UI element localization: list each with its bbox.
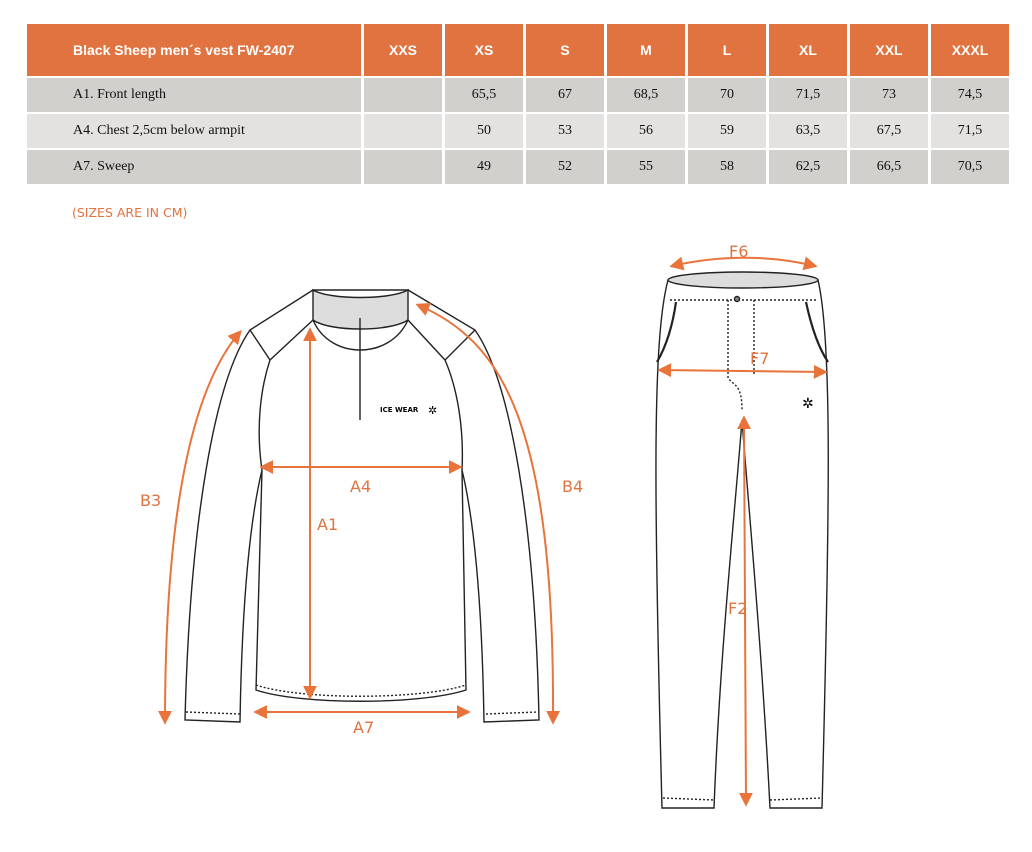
row-label: A7. Sweep bbox=[27, 150, 361, 184]
label-f2: F2 bbox=[728, 599, 747, 618]
cell-l: 58 bbox=[688, 150, 766, 184]
cell-xxs bbox=[364, 78, 442, 112]
pants-drawing bbox=[655, 271, 829, 809]
cell-xxxl: 70,5 bbox=[931, 150, 1009, 184]
size-xxxl: XXXL bbox=[931, 24, 1009, 76]
label-f7: F7 bbox=[750, 349, 769, 368]
cell-xxl: 73 bbox=[850, 78, 928, 112]
size-table: Black Sheep men´s vest FW-2407 XXS XS S … bbox=[24, 22, 1012, 186]
row-label: A4. Chest 2,5cm below armpit bbox=[27, 114, 361, 148]
cell-xs: 65,5 bbox=[445, 78, 523, 112]
jacket-arrows bbox=[158, 302, 561, 725]
cell-s: 67 bbox=[526, 78, 604, 112]
cell-xl: 71,5 bbox=[769, 78, 847, 112]
cell-xs: 49 bbox=[445, 150, 523, 184]
cell-m: 56 bbox=[607, 114, 685, 148]
label-b4: B4 bbox=[562, 477, 583, 496]
cell-xxl: 66,5 bbox=[850, 150, 928, 184]
table-row: A4. Chest 2,5cm below armpit 50 53 56 59 63,5… bbox=[27, 114, 1009, 148]
cell-xxxl: 74,5 bbox=[931, 78, 1009, 112]
cell-l: 70 bbox=[688, 78, 766, 112]
cell-xxl: 67,5 bbox=[850, 114, 928, 148]
label-a4: A4 bbox=[350, 477, 371, 496]
table-row: A1. Front length 65,5 67 68,5 70 71,5 73 74,5 bbox=[27, 78, 1009, 112]
size-m: M bbox=[607, 24, 685, 76]
cell-s: 52 bbox=[526, 150, 604, 184]
table-title: Black Sheep men´s vest FW-2407 bbox=[27, 24, 361, 76]
cell-m: 55 bbox=[607, 150, 685, 184]
header-row: Black Sheep men´s vest FW-2407 XXS XS S … bbox=[27, 24, 1009, 76]
label-f6: F6 bbox=[729, 242, 748, 261]
size-xxs: XXS bbox=[364, 24, 442, 76]
cell-xl: 62,5 bbox=[769, 150, 847, 184]
units-note: (SIZES ARE IN CM) bbox=[72, 205, 188, 220]
label-a7: A7 bbox=[353, 718, 374, 737]
cell-xxxl: 71,5 bbox=[931, 114, 1009, 148]
label-a1: A1 bbox=[317, 515, 338, 534]
cell-m: 68,5 bbox=[607, 78, 685, 112]
pants-arrows bbox=[657, 256, 828, 807]
table-row: A7. Sweep 49 52 55 58 62,5 66,5 70,5 bbox=[27, 150, 1009, 184]
cell-l: 59 bbox=[688, 114, 766, 148]
cell-xl: 63,5 bbox=[769, 114, 847, 148]
row-label: A1. Front length bbox=[27, 78, 361, 112]
cell-xxs bbox=[364, 150, 442, 184]
cell-s: 53 bbox=[526, 114, 604, 148]
label-b3: B3 bbox=[140, 491, 161, 510]
size-l: L bbox=[688, 24, 766, 76]
logo-text: ICE WEAR bbox=[380, 406, 419, 414]
size-xs: XS bbox=[445, 24, 523, 76]
size-xxl: XXL bbox=[850, 24, 928, 76]
cell-xxs bbox=[364, 114, 442, 148]
cell-xs: 50 bbox=[445, 114, 523, 148]
pants-snowflake-logo-icon: ✲ bbox=[802, 397, 814, 412]
size-xl: XL bbox=[769, 24, 847, 76]
snowflake-logo-icon: ✲ bbox=[428, 405, 437, 417]
size-s: S bbox=[526, 24, 604, 76]
